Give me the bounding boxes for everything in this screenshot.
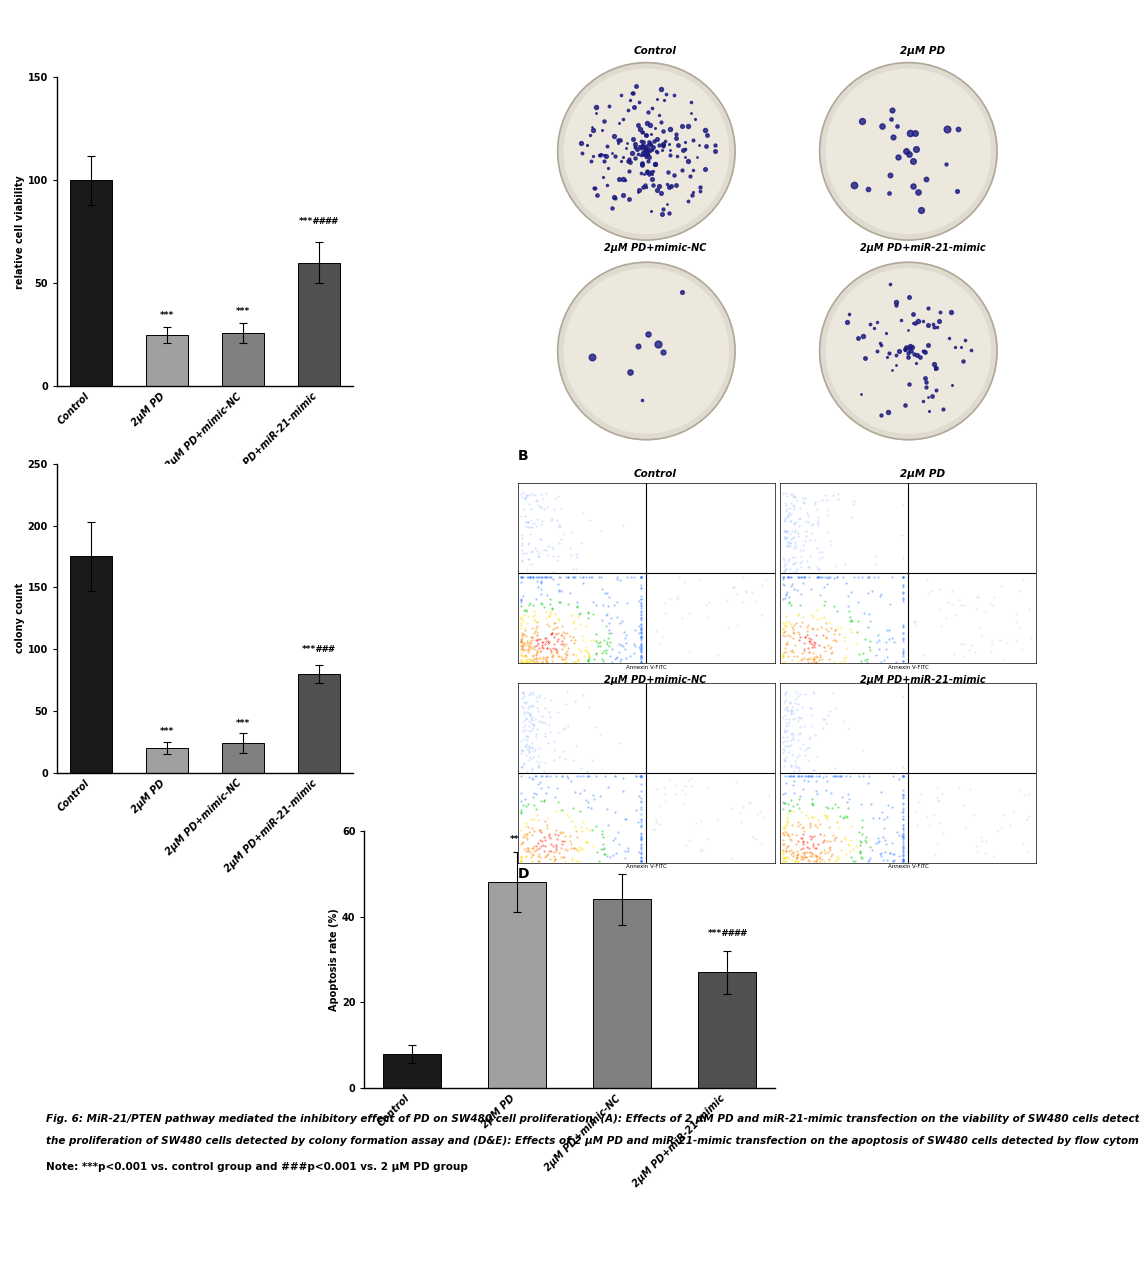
- Text: 2μM PD+mimic-NC: 2μM PD+mimic-NC: [604, 243, 706, 254]
- Text: ***: ***: [236, 719, 251, 728]
- Text: Control: Control: [633, 46, 677, 57]
- Bar: [593, 899, 650, 1088]
- X-axis label: Annexin V-FITC: Annexin V-FITC: [888, 665, 928, 670]
- Bar: [222, 332, 264, 386]
- Text: Fig. 6: MiR-21/PTEN pathway mediated the inhibitory effect of PD on SW480 cell p: Fig. 6: MiR-21/PTEN pathway mediated the…: [46, 1114, 1139, 1124]
- Bar: [222, 743, 264, 773]
- Bar: [383, 1054, 441, 1088]
- Text: ***: ***: [159, 726, 174, 735]
- Ellipse shape: [826, 70, 991, 233]
- Text: 2μM PD: 2μM PD: [900, 469, 945, 479]
- Ellipse shape: [564, 70, 729, 233]
- Bar: [298, 263, 339, 386]
- Bar: [146, 748, 188, 773]
- X-axis label: Annexin V-FITC: Annexin V-FITC: [888, 864, 928, 869]
- Text: the proliferation of SW480 cells detected by colony formation assay and (D&E): E: the proliferation of SW480 cells detecte…: [46, 1136, 1139, 1146]
- Text: ***: ***: [236, 308, 251, 317]
- Bar: [71, 180, 112, 386]
- Y-axis label: Apoptosis rate (%): Apoptosis rate (%): [329, 908, 339, 1011]
- Text: 2μM PD: 2μM PD: [900, 46, 945, 57]
- X-axis label: Annexin V-FITC: Annexin V-FITC: [626, 864, 666, 869]
- Text: ***####: ***####: [300, 216, 338, 225]
- Text: ***####: ***####: [707, 929, 747, 938]
- Text: D: D: [518, 867, 530, 881]
- Ellipse shape: [564, 269, 729, 433]
- Bar: [698, 972, 756, 1088]
- Ellipse shape: [820, 63, 997, 240]
- Ellipse shape: [558, 263, 735, 439]
- Y-axis label: relative cell viability: relative cell viability: [15, 175, 25, 289]
- Bar: [71, 556, 112, 773]
- Ellipse shape: [826, 269, 991, 433]
- Text: ***: ***: [510, 835, 524, 844]
- Text: ***: ***: [615, 857, 629, 866]
- Y-axis label: colony count: colony count: [15, 583, 25, 653]
- Bar: [146, 335, 188, 386]
- Text: Note: ***p<0.001 νs. control group and ###p<0.001 vs. 2 μM PD group: Note: ***p<0.001 νs. control group and #…: [46, 1162, 467, 1172]
- Bar: [298, 674, 339, 773]
- Text: ***: ***: [159, 312, 174, 321]
- Text: 2μM PD+miR-21-mimic: 2μM PD+miR-21-mimic: [860, 243, 985, 254]
- Text: B: B: [518, 448, 528, 462]
- Text: ***###: ***###: [302, 645, 335, 654]
- Ellipse shape: [820, 263, 997, 439]
- Text: 2μM PD+mimic-NC: 2μM PD+mimic-NC: [604, 675, 706, 685]
- Text: 2μM PD+miR-21-mimic: 2μM PD+miR-21-mimic: [860, 675, 985, 685]
- Bar: [489, 882, 546, 1088]
- Ellipse shape: [558, 63, 735, 240]
- X-axis label: Annexin V-FITC: Annexin V-FITC: [626, 665, 666, 670]
- Text: Control: Control: [633, 469, 677, 479]
